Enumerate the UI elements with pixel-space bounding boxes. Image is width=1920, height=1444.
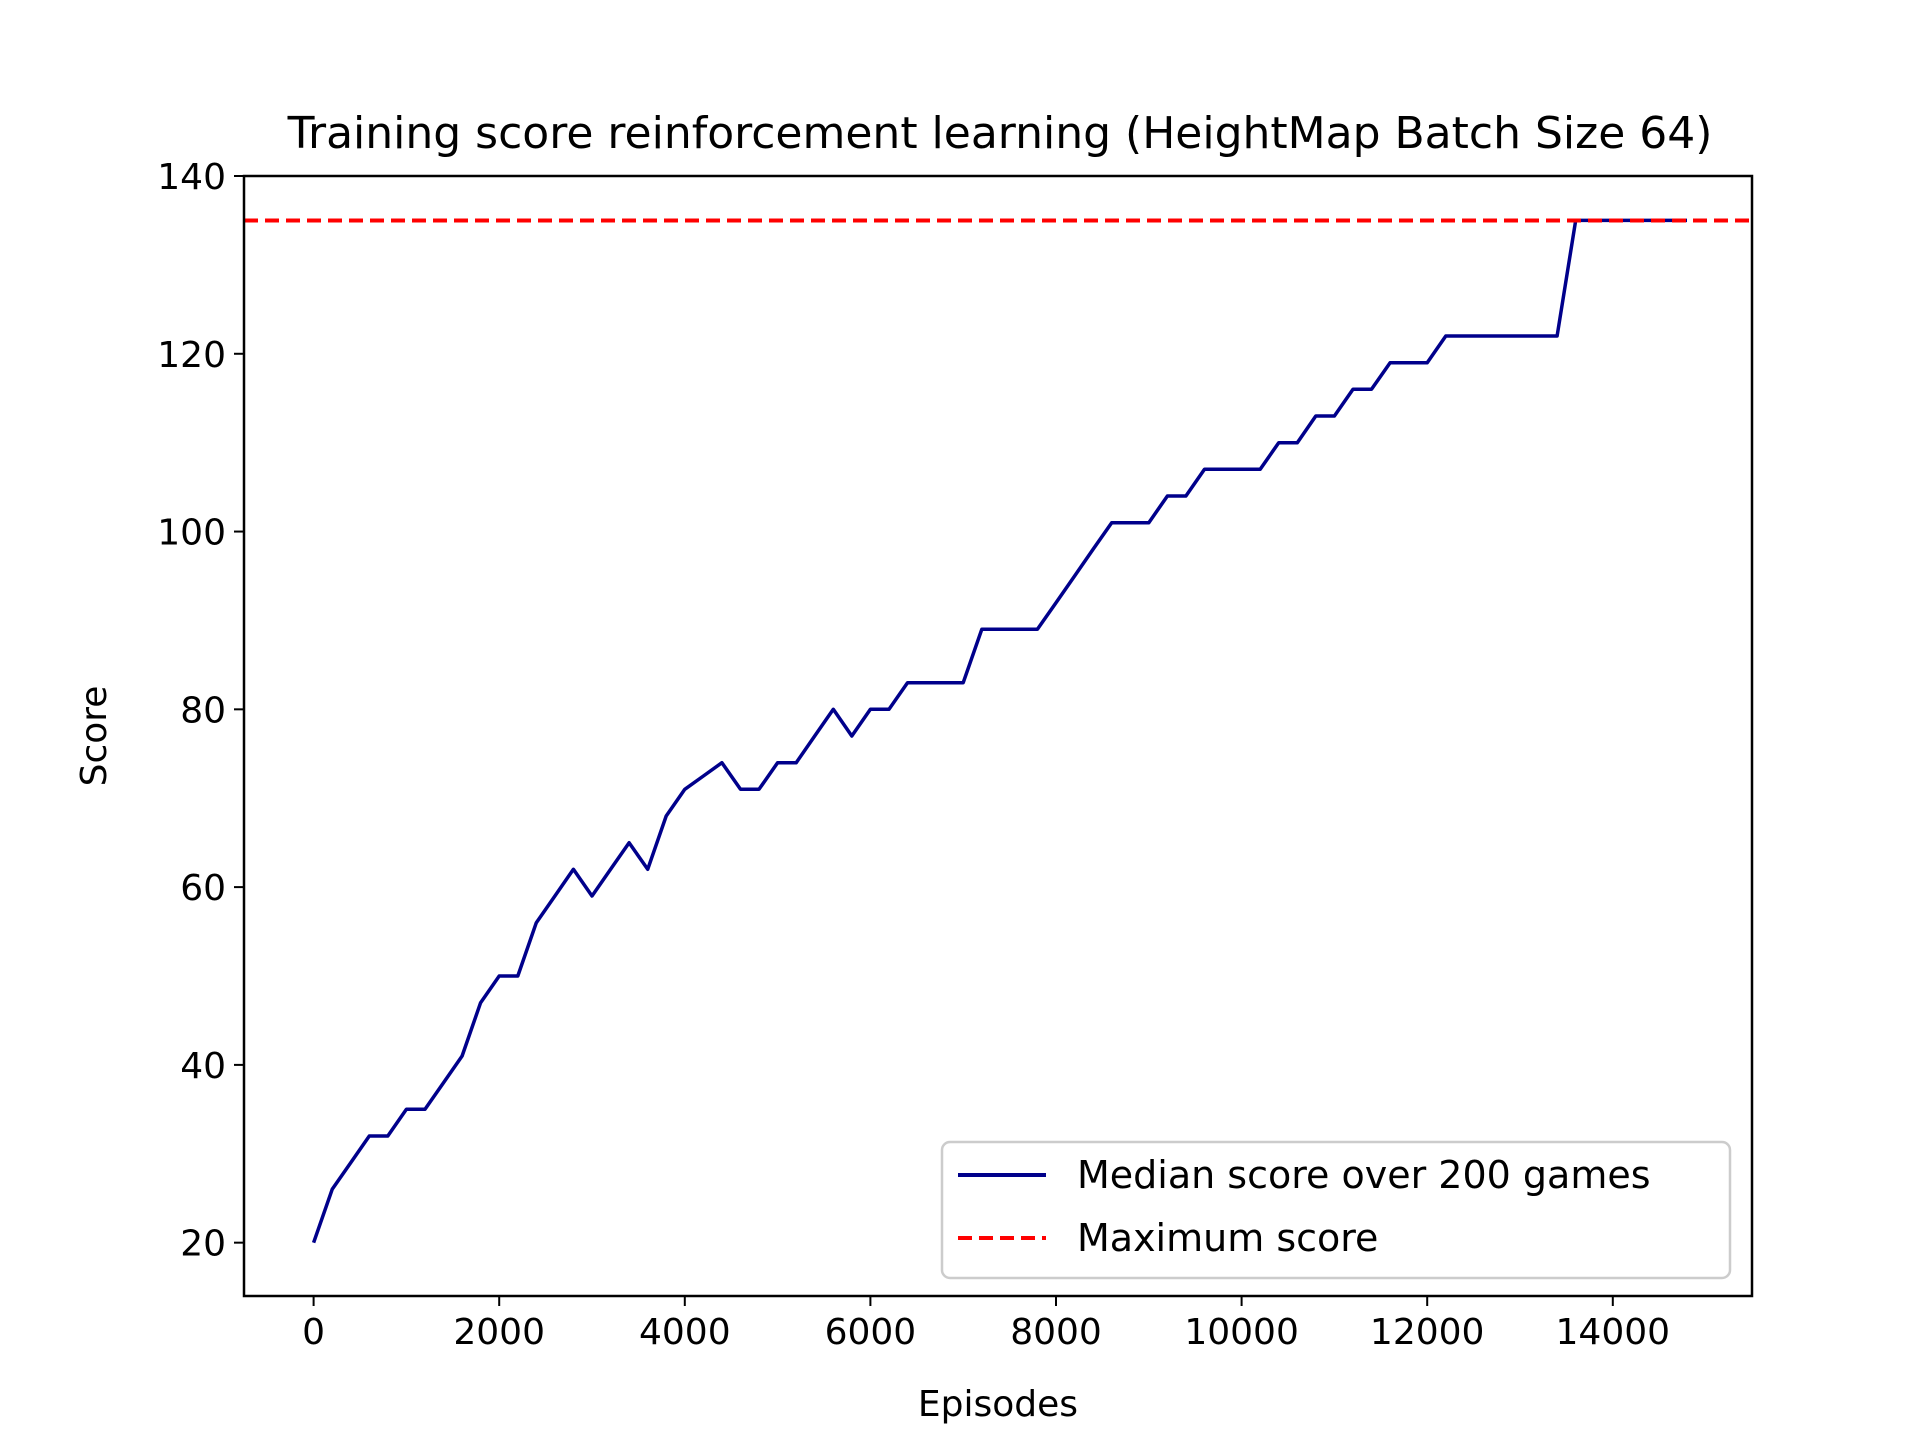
plot-marks <box>244 218 1752 1244</box>
y-axis-ticks: 20 40 60 80 100 120 140 <box>157 157 244 1265</box>
x-tick-label: 2000 <box>453 1312 545 1353</box>
y-tick-label: 80 <box>180 690 226 731</box>
x-tick-label: 4000 <box>639 1312 731 1353</box>
x-tick-label: 12000 <box>1370 1312 1485 1353</box>
x-tick-label: 0 <box>302 1312 325 1353</box>
x-tick-label: 8000 <box>1010 1312 1102 1353</box>
x-axis-title: Episodes <box>918 1384 1078 1425</box>
legend-label-maximum: Maximum score <box>1077 1216 1378 1260</box>
x-tick-label: 6000 <box>825 1312 917 1353</box>
legend-box <box>940 1140 1732 1280</box>
x-tick-label: 10000 <box>1184 1312 1299 1353</box>
y-tick-label: 60 <box>180 868 226 909</box>
series-line-median-score <box>311 218 1687 1244</box>
legend-label-median: Median score over 200 games <box>1077 1153 1651 1197</box>
x-tick-label: 14000 <box>1556 1312 1671 1353</box>
y-tick-label: 100 <box>157 513 226 554</box>
x-axis-ticks: 0 2000 4000 6000 8000 10000 12000 14000 <box>302 1296 1670 1353</box>
y-tick-label: 140 <box>157 157 226 198</box>
y-tick-label: 40 <box>180 1046 226 1087</box>
y-tick-label: 120 <box>157 335 226 376</box>
y-axis-title: Score <box>74 686 115 787</box>
y-tick-label: 20 <box>180 1224 226 1265</box>
plot-area-frame <box>242 174 1754 1298</box>
legend: Median score over 200 games Maximum scor… <box>940 1140 1732 1280</box>
chart-title: Training score reinforcement learning (H… <box>287 108 1713 159</box>
